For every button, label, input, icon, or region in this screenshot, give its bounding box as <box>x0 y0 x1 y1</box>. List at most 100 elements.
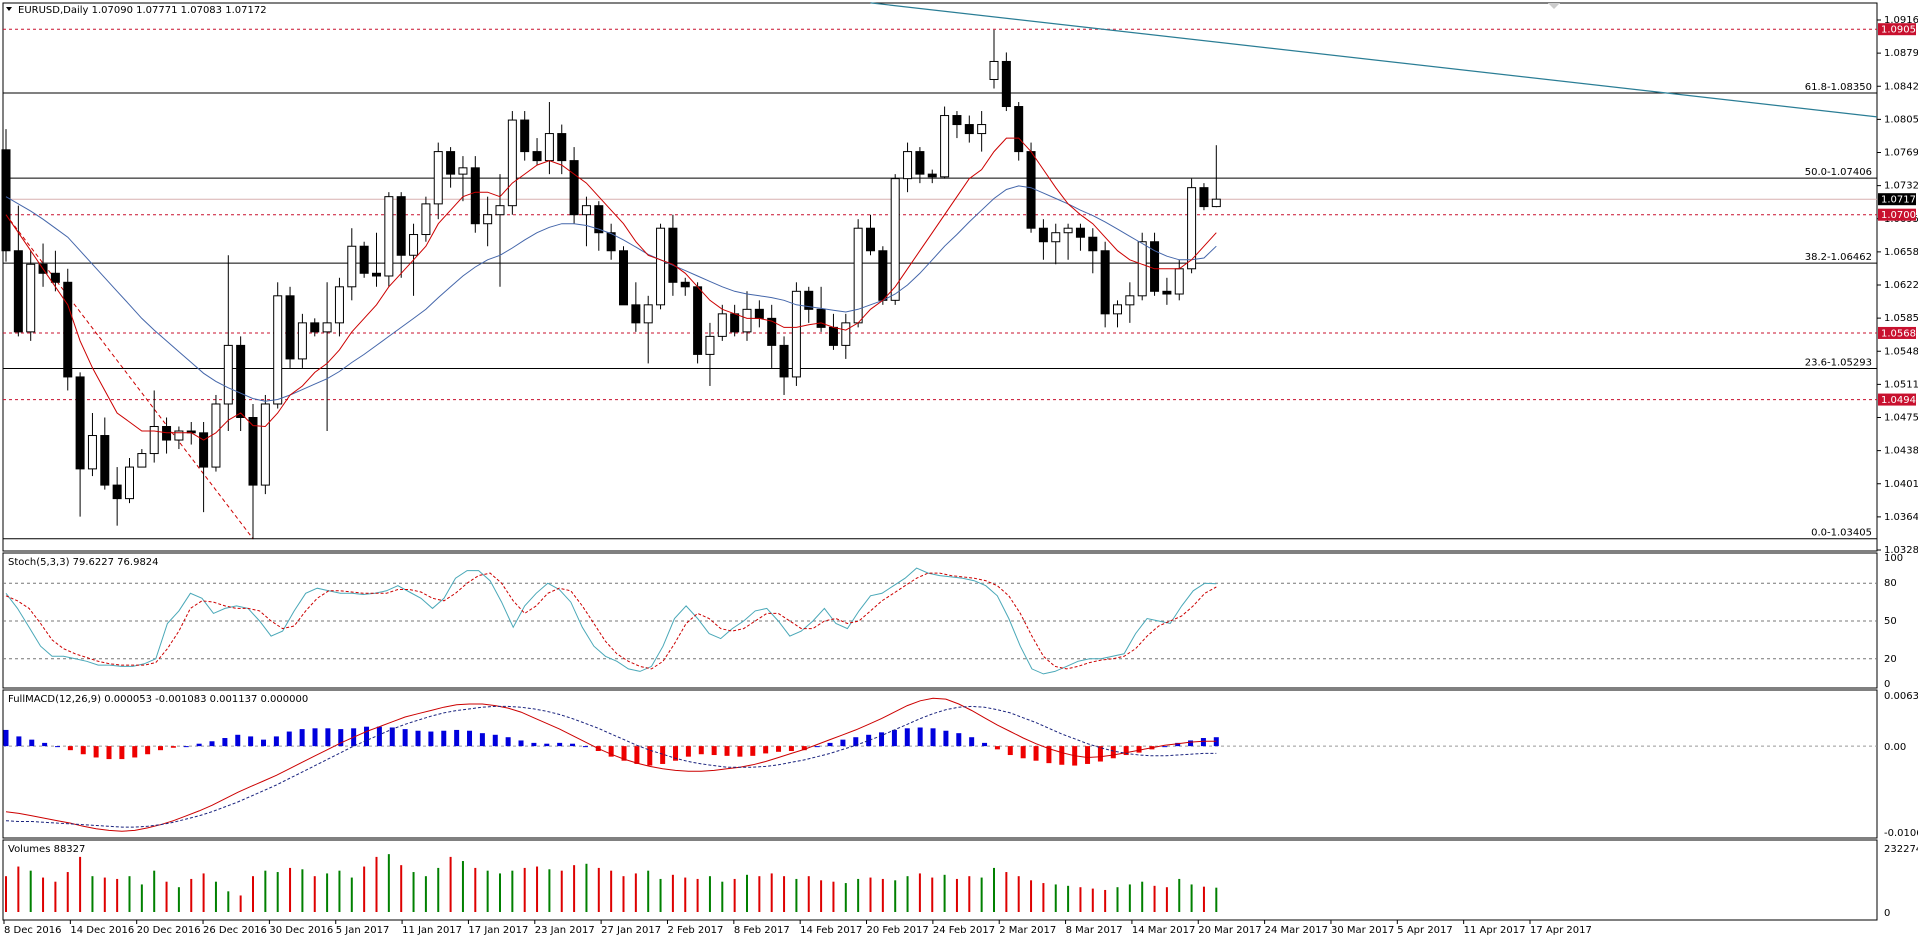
candle <box>853 219 863 328</box>
candle <box>977 111 987 152</box>
candle-body <box>1113 304 1122 315</box>
macd-bar <box>67 746 73 751</box>
candle-body <box>890 178 900 301</box>
fib-anchor-line <box>5 214 254 540</box>
macd-tick-label: 0.00 <box>1884 742 1906 753</box>
candle-body <box>100 435 110 486</box>
price-tick-label: 1.05480 <box>1884 346 1918 357</box>
candle <box>1211 145 1221 208</box>
volume-panel-frame <box>2 839 1878 921</box>
x-tick-label: 20 Dec 2016 <box>137 925 201 936</box>
candle-body <box>569 160 579 216</box>
candle-body <box>1174 268 1184 295</box>
scroll-marker-icon[interactable] <box>1548 3 1560 9</box>
macd-bar <box>1059 746 1065 765</box>
stochastic-layer <box>3 567 1877 675</box>
macd-bar <box>557 742 563 747</box>
candle <box>248 403 258 540</box>
macd-bar <box>891 729 897 747</box>
macd-bar <box>750 746 756 756</box>
candle <box>125 458 134 504</box>
macd-bar <box>1123 746 1129 756</box>
candle <box>594 201 604 251</box>
symbol-dropdown-icon[interactable] <box>6 7 12 11</box>
macd-bar <box>119 746 125 760</box>
ma-slow-line <box>5 185 1217 402</box>
candle-body <box>730 313 740 333</box>
fib-level-labels: 61.8-1.08350 50.0-1.07406 38.2-1.06462 23.6… <box>1805 82 1872 539</box>
macd-bar <box>312 728 318 747</box>
candle <box>705 322 715 386</box>
candle <box>223 255 233 432</box>
macd-bar <box>158 746 164 751</box>
candle-body <box>1001 60 1011 108</box>
candle <box>816 286 826 332</box>
stoch-tick-label: 20 <box>1884 654 1897 665</box>
macd-label: FullMACD(12,26,9) 0.000053 -0.001083 0.0… <box>8 694 308 705</box>
macd-bar <box>55 746 61 748</box>
x-tick-label: 5 Jan 2017 <box>336 925 390 936</box>
candle-body <box>557 133 567 162</box>
macd-bar <box>209 741 215 747</box>
candle <box>334 277 344 337</box>
current-price-tag: 1.07172 <box>1881 195 1918 206</box>
price-tick-label: 1.08420 <box>1884 81 1918 92</box>
macd-bar <box>248 736 254 747</box>
macd-bar <box>1136 746 1142 753</box>
stoch-tick-label: 100 <box>1884 553 1903 564</box>
x-tick-label: 17 Jan 2017 <box>468 925 528 936</box>
macd-signal-line <box>5 705 1217 828</box>
x-tick-label: 11 Jan 2017 <box>402 925 462 936</box>
candle <box>1187 178 1197 274</box>
candle <box>964 115 974 143</box>
macd-bar <box>325 728 331 747</box>
candle <box>421 196 431 242</box>
candle-body <box>322 322 332 333</box>
candle-body <box>643 304 653 324</box>
fib-label-2: 38.2-1.06462 <box>1805 252 1872 263</box>
macd-bar <box>364 726 370 747</box>
candle-body <box>816 308 826 328</box>
price-tick-label: 1.03640 <box>1884 512 1918 523</box>
candle <box>866 214 875 256</box>
candle-body <box>13 250 23 333</box>
macd-bar <box>299 729 305 747</box>
candle <box>767 304 777 368</box>
candle <box>446 147 456 188</box>
macd-bar <box>132 746 138 758</box>
candle-body <box>137 453 147 468</box>
macd-bar <box>788 746 794 751</box>
candle <box>75 372 85 517</box>
macd-bar <box>673 746 679 761</box>
macd-bar <box>93 746 99 758</box>
candle <box>557 124 567 175</box>
candle-body <box>841 322 851 346</box>
candle-body <box>483 214 493 225</box>
macd-bar <box>286 731 292 747</box>
candles-layer[interactable] <box>1 29 1221 540</box>
candle <box>581 196 591 247</box>
candle <box>1137 232 1147 301</box>
macd-bar <box>1046 746 1052 764</box>
macd-bar <box>170 746 176 748</box>
candle <box>1125 282 1135 323</box>
macd-bar <box>106 746 112 760</box>
macd-bar <box>3 729 9 747</box>
macd-bar <box>737 746 743 757</box>
candle <box>742 291 752 341</box>
macd-bar <box>1033 746 1039 761</box>
candle <box>1199 183 1209 211</box>
candle-body <box>446 151 456 175</box>
candle-body <box>112 484 122 500</box>
candle-body <box>1 149 11 252</box>
stoch-tick-label: 80 <box>1884 578 1897 589</box>
candle-body <box>1088 236 1098 252</box>
candle-body <box>779 344 789 378</box>
candle <box>13 205 23 337</box>
candle-body <box>310 322 320 333</box>
candle <box>310 318 320 337</box>
macd-bar <box>479 733 485 747</box>
candle-body <box>495 205 505 216</box>
